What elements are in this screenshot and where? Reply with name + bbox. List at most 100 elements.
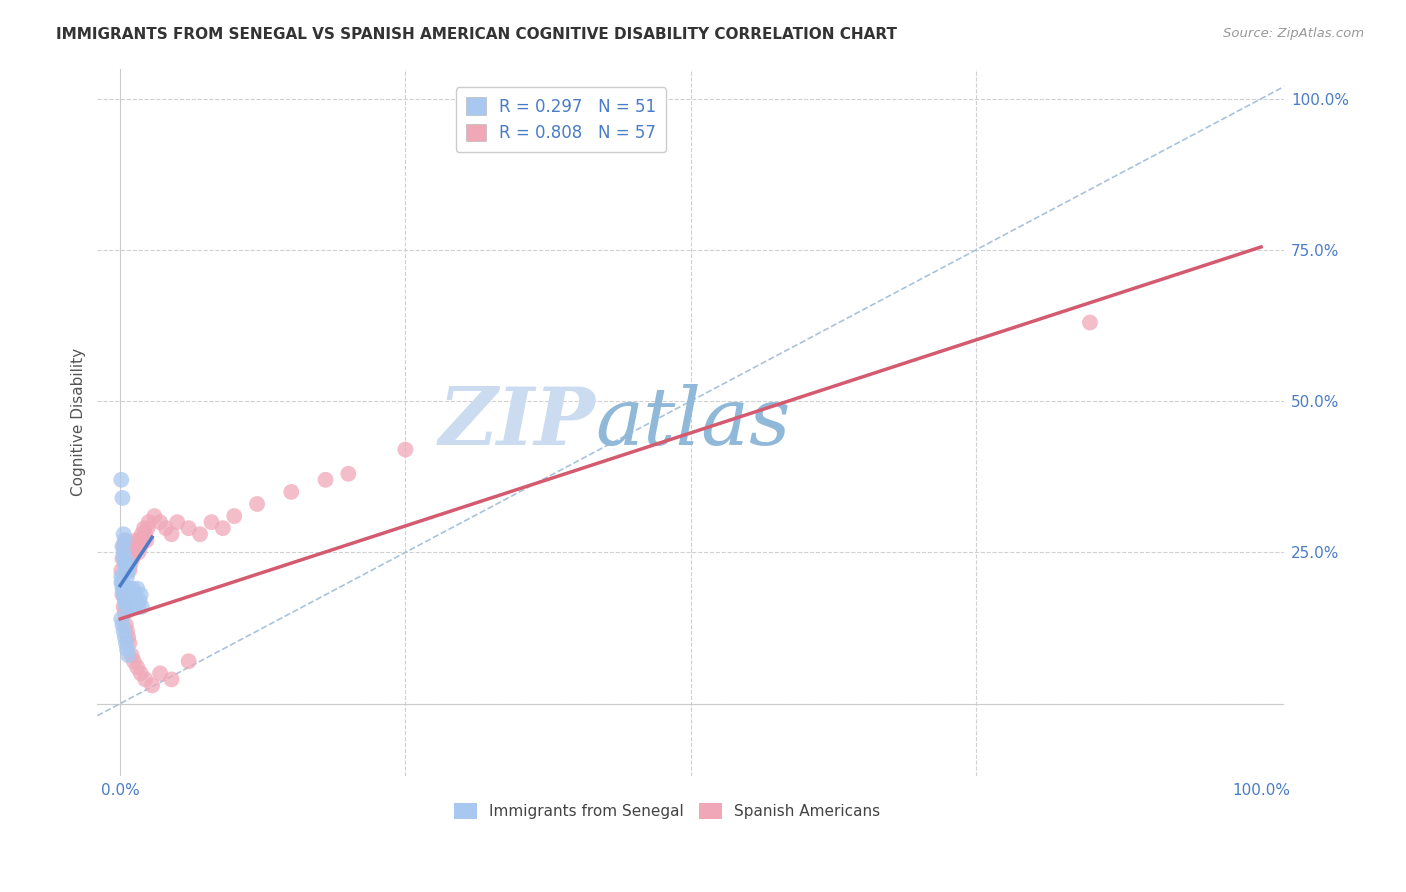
Point	[138, 515, 160, 529]
Point	[160, 673, 183, 687]
Point	[112, 588, 135, 602]
Point	[114, 630, 136, 644]
Point	[200, 515, 222, 529]
Point	[115, 599, 138, 614]
Point	[114, 545, 136, 559]
Point	[280, 484, 302, 499]
Point	[112, 545, 135, 559]
Point	[117, 594, 139, 608]
Point	[122, 654, 145, 668]
Point	[111, 551, 134, 566]
Point	[127, 599, 149, 614]
Text: IMMIGRANTS FROM SENEGAL VS SPANISH AMERICAN COGNITIVE DISABILITY CORRELATION CHA: IMMIGRANTS FROM SENEGAL VS SPANISH AMERI…	[56, 27, 897, 42]
Point	[121, 551, 143, 566]
Point	[122, 539, 145, 553]
Point	[112, 624, 135, 638]
Point	[117, 588, 139, 602]
Point	[246, 497, 269, 511]
Point	[120, 599, 142, 614]
Point	[118, 636, 141, 650]
Point	[134, 521, 156, 535]
Point	[114, 558, 136, 572]
Point	[114, 533, 136, 548]
Point	[121, 582, 143, 596]
Point	[134, 527, 156, 541]
Point	[120, 588, 142, 602]
Point	[111, 618, 134, 632]
Point	[166, 515, 188, 529]
Point	[112, 539, 135, 553]
Point	[117, 564, 139, 578]
Point	[115, 642, 138, 657]
Point	[135, 533, 157, 548]
Point	[114, 588, 136, 602]
Point	[118, 558, 141, 572]
Point	[224, 509, 246, 524]
Point	[121, 545, 143, 559]
Y-axis label: Cognitive Disability: Cognitive Disability	[72, 348, 86, 497]
Point	[125, 533, 148, 548]
Point	[143, 509, 166, 524]
Text: ZIP: ZIP	[439, 384, 596, 461]
Point	[114, 551, 136, 566]
Point	[110, 473, 132, 487]
Point	[155, 521, 177, 535]
Point	[117, 648, 139, 663]
Point	[149, 666, 172, 681]
Point	[115, 594, 138, 608]
Point	[115, 558, 138, 572]
Point	[112, 551, 135, 566]
Point	[177, 521, 200, 535]
Point	[121, 648, 143, 663]
Point	[115, 533, 138, 548]
Point	[149, 515, 172, 529]
Point	[111, 588, 134, 602]
Point	[115, 636, 138, 650]
Point	[114, 606, 136, 620]
Point	[188, 527, 211, 541]
Point	[111, 491, 134, 505]
Point	[127, 545, 149, 559]
Point	[124, 588, 146, 602]
Point	[132, 533, 155, 548]
Point	[127, 582, 149, 596]
Point	[120, 558, 142, 572]
Point	[115, 564, 138, 578]
Point	[112, 599, 135, 614]
Point	[129, 666, 152, 681]
Point	[110, 612, 132, 626]
Point	[141, 678, 163, 692]
Point	[128, 594, 150, 608]
Point	[136, 521, 159, 535]
Point	[121, 594, 143, 608]
Point	[129, 588, 152, 602]
Point	[115, 569, 138, 583]
Point	[110, 564, 132, 578]
Text: Source: ZipAtlas.com: Source: ZipAtlas.com	[1223, 27, 1364, 40]
Point	[110, 569, 132, 583]
Point	[117, 630, 139, 644]
Point	[315, 473, 337, 487]
Text: atlas: atlas	[596, 384, 792, 461]
Point	[115, 558, 138, 572]
Point	[122, 599, 145, 614]
Point	[112, 527, 135, 541]
Point	[177, 654, 200, 668]
Point	[394, 442, 416, 457]
Point	[115, 582, 138, 596]
Legend: Immigrants from Senegal, Spanish Americans: Immigrants from Senegal, Spanish America…	[447, 797, 886, 825]
Point	[124, 545, 146, 559]
Point	[115, 588, 138, 602]
Point	[127, 539, 149, 553]
Point	[129, 539, 152, 553]
Point	[111, 575, 134, 590]
Point	[160, 527, 183, 541]
Point	[118, 594, 141, 608]
Point	[125, 594, 148, 608]
Point	[121, 588, 143, 602]
Point	[110, 575, 132, 590]
Point	[337, 467, 360, 481]
Point	[115, 618, 138, 632]
Point	[114, 594, 136, 608]
Point	[115, 624, 138, 638]
